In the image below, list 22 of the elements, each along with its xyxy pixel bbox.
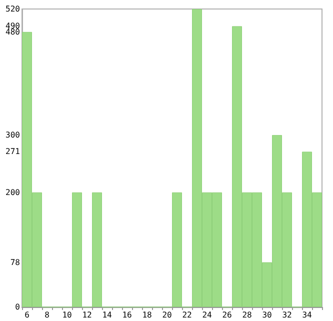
- y-tick-label: 271: [6, 147, 20, 156]
- x-tick-label: 12: [82, 310, 92, 320]
- x-tick-label: 28: [242, 310, 252, 320]
- y-tick-label: 78: [10, 258, 20, 267]
- y-tick-label: 480: [6, 27, 20, 36]
- x-tick-label: 14: [102, 310, 112, 320]
- y-tick-label: 520: [6, 4, 20, 14]
- x-tick-label: 30: [262, 310, 272, 320]
- x-tick-label: 8: [44, 310, 50, 320]
- y-tick-label: 0: [15, 302, 20, 312]
- x-tick-label: 32: [282, 310, 292, 320]
- x-tick-label: 6: [24, 310, 30, 320]
- x-tick-label: 22: [182, 310, 192, 320]
- x-tick-label: 24: [202, 310, 212, 320]
- x-tick-label: 18: [142, 310, 152, 320]
- x-tick-label: 34: [302, 310, 312, 320]
- x-tick-label: 26: [222, 310, 232, 320]
- x-tick-label: 10: [62, 310, 72, 320]
- x-tick-label: 20: [162, 310, 172, 320]
- y-tick-label: 200: [6, 188, 20, 197]
- x-tick-label: 16: [122, 310, 132, 320]
- y-tick-label: 300: [6, 130, 20, 140]
